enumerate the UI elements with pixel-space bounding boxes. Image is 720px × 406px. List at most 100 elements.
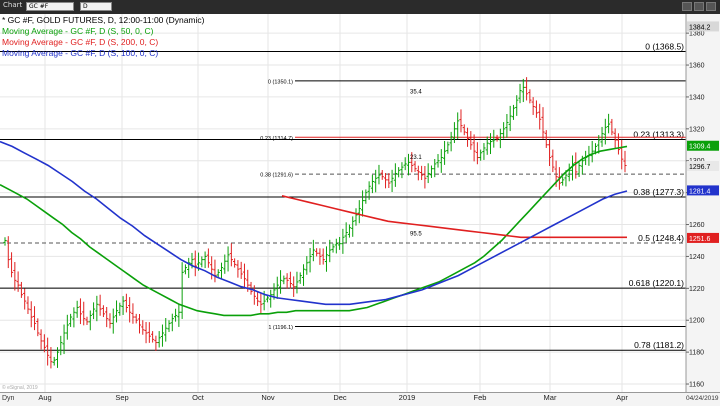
x-tick-label: Sep xyxy=(115,393,128,402)
ohlc-bar xyxy=(216,269,220,279)
ohlc-bar xyxy=(124,293,128,313)
chart-toolbar: Chart xyxy=(0,0,720,15)
fib-retracement-label: 0.38 (1291.6) xyxy=(260,173,293,179)
legend-line: Moving Average - GC #F, D (S, 50, 0, C) xyxy=(2,26,154,36)
ohlc-bar xyxy=(29,301,33,328)
ohlc-bar xyxy=(69,313,73,327)
close-button[interactable] xyxy=(706,2,716,11)
ohlc-bar xyxy=(511,104,516,120)
ohlc-bar xyxy=(114,300,119,323)
ohlc-bar xyxy=(295,271,299,294)
ohlc-bar xyxy=(410,152,414,173)
ohlc-bar xyxy=(242,263,247,289)
ohlc-bar xyxy=(236,260,240,278)
y-tick-label: 1340 xyxy=(689,94,705,101)
symbol-input[interactable] xyxy=(26,2,74,11)
ohlc-bar xyxy=(328,239,332,263)
x-tick-label: Mar xyxy=(544,393,557,402)
price-tag xyxy=(687,232,719,243)
ohlc-bar xyxy=(597,135,601,154)
ohlc-bar xyxy=(397,167,401,178)
ohlc-bar xyxy=(151,331,155,343)
legend-line: * GC #F, GOLD FUTURES, D, 12:00-11:00 (D… xyxy=(2,15,205,25)
legend-line: Moving Average - GC #F, D (S, 200, 0, C) xyxy=(2,37,159,47)
chart-window-label: Chart xyxy=(3,1,23,9)
ohlc-bar xyxy=(55,347,60,368)
ohlc-bar xyxy=(118,302,122,316)
ohlc-bar xyxy=(85,316,89,326)
ohlc-bar xyxy=(433,158,437,178)
ohlc-bar xyxy=(121,296,125,315)
ohlc-bar xyxy=(416,165,420,181)
ohlc-bar xyxy=(134,313,138,324)
price-tag-label: 1384.2 xyxy=(689,24,711,31)
ohlc-bar xyxy=(524,77,529,101)
ohlc-bar xyxy=(3,237,7,246)
ohlc-bar xyxy=(173,308,178,322)
ohlc-bar xyxy=(13,262,17,291)
ohlc-bar xyxy=(567,163,571,182)
ohlc-bar xyxy=(403,157,407,171)
ohlc-bar xyxy=(36,318,40,337)
ohlc-bar xyxy=(400,162,404,179)
x-tick-label: Aug xyxy=(38,393,51,402)
ohlc-bar xyxy=(616,133,621,155)
ohlc-bar xyxy=(613,128,617,149)
ohlc-bar xyxy=(423,165,427,189)
ohlc-bar xyxy=(338,236,342,250)
ohlc-bar xyxy=(223,254,227,274)
ohlc-bar xyxy=(177,303,181,327)
ohlc-bar xyxy=(606,113,611,134)
ohlc-bar xyxy=(502,122,506,139)
ohlc-bar xyxy=(187,257,191,278)
ohlc-bar xyxy=(469,131,473,150)
ohlc-bar xyxy=(19,281,24,298)
ohlc-bar xyxy=(91,302,96,320)
ohlc-bar xyxy=(147,322,151,343)
ohlc-bar xyxy=(98,294,102,316)
price-tag xyxy=(687,21,719,32)
ohlc-bar xyxy=(521,78,525,103)
maximize-button[interactable] xyxy=(694,2,704,11)
moving-averages xyxy=(0,140,628,317)
ohlc-bar xyxy=(315,248,319,257)
x-tick-label: Apr xyxy=(616,393,628,402)
ohlc-bar xyxy=(485,136,489,155)
plot-area[interactable] xyxy=(0,14,686,392)
ohlc-bar xyxy=(154,335,158,352)
price-tag-label: 1309.4 xyxy=(689,144,711,151)
fib-retracement-label: 1 (1196.1) xyxy=(268,325,293,331)
fib-level-label: 0.5 (1248.4) xyxy=(638,233,684,243)
ohlc-bar xyxy=(180,262,184,319)
ohlc-bar xyxy=(46,337,50,366)
ohlc-bar xyxy=(534,100,539,118)
ohlc-bar xyxy=(75,300,79,318)
ohlc-bar xyxy=(78,298,83,325)
ohlc-bar xyxy=(226,246,230,272)
ohlc-bar xyxy=(282,275,286,285)
price-tag-label: 1281.4 xyxy=(689,188,711,195)
retracement-annotation: 23.1 xyxy=(410,155,422,161)
ohlc-bar xyxy=(380,169,384,180)
ohlc-bar xyxy=(347,224,352,238)
ohlc-bar xyxy=(59,335,63,356)
y-tick-label: 1360 xyxy=(689,63,705,70)
x-tick-label: Dec xyxy=(333,393,347,402)
fib-retracement-label: 0 (1350.1) xyxy=(268,79,293,85)
price-chart[interactable]: 0 (1368.5) 0.23 (1313.3) 0.38 (1277.3) 0.5 … xyxy=(0,14,720,405)
ohlc-bar xyxy=(442,140,447,165)
minimize-button[interactable] xyxy=(682,2,692,11)
ohlc-bar xyxy=(219,262,224,279)
interval-input[interactable] xyxy=(80,2,112,11)
y-tick-label: 1240 xyxy=(689,254,705,261)
ohlc-bar xyxy=(482,143,486,160)
ohlc-bar xyxy=(157,331,161,348)
ohlc-bar xyxy=(479,149,483,161)
ohlc-bar xyxy=(538,103,542,130)
ohlc-bar xyxy=(308,247,312,273)
ohlc-bar xyxy=(475,142,479,165)
ohlc-bar xyxy=(387,173,391,189)
ohlc-bar xyxy=(193,250,197,277)
ohlc-bar xyxy=(298,272,302,284)
price-axis[interactable] xyxy=(686,14,720,392)
